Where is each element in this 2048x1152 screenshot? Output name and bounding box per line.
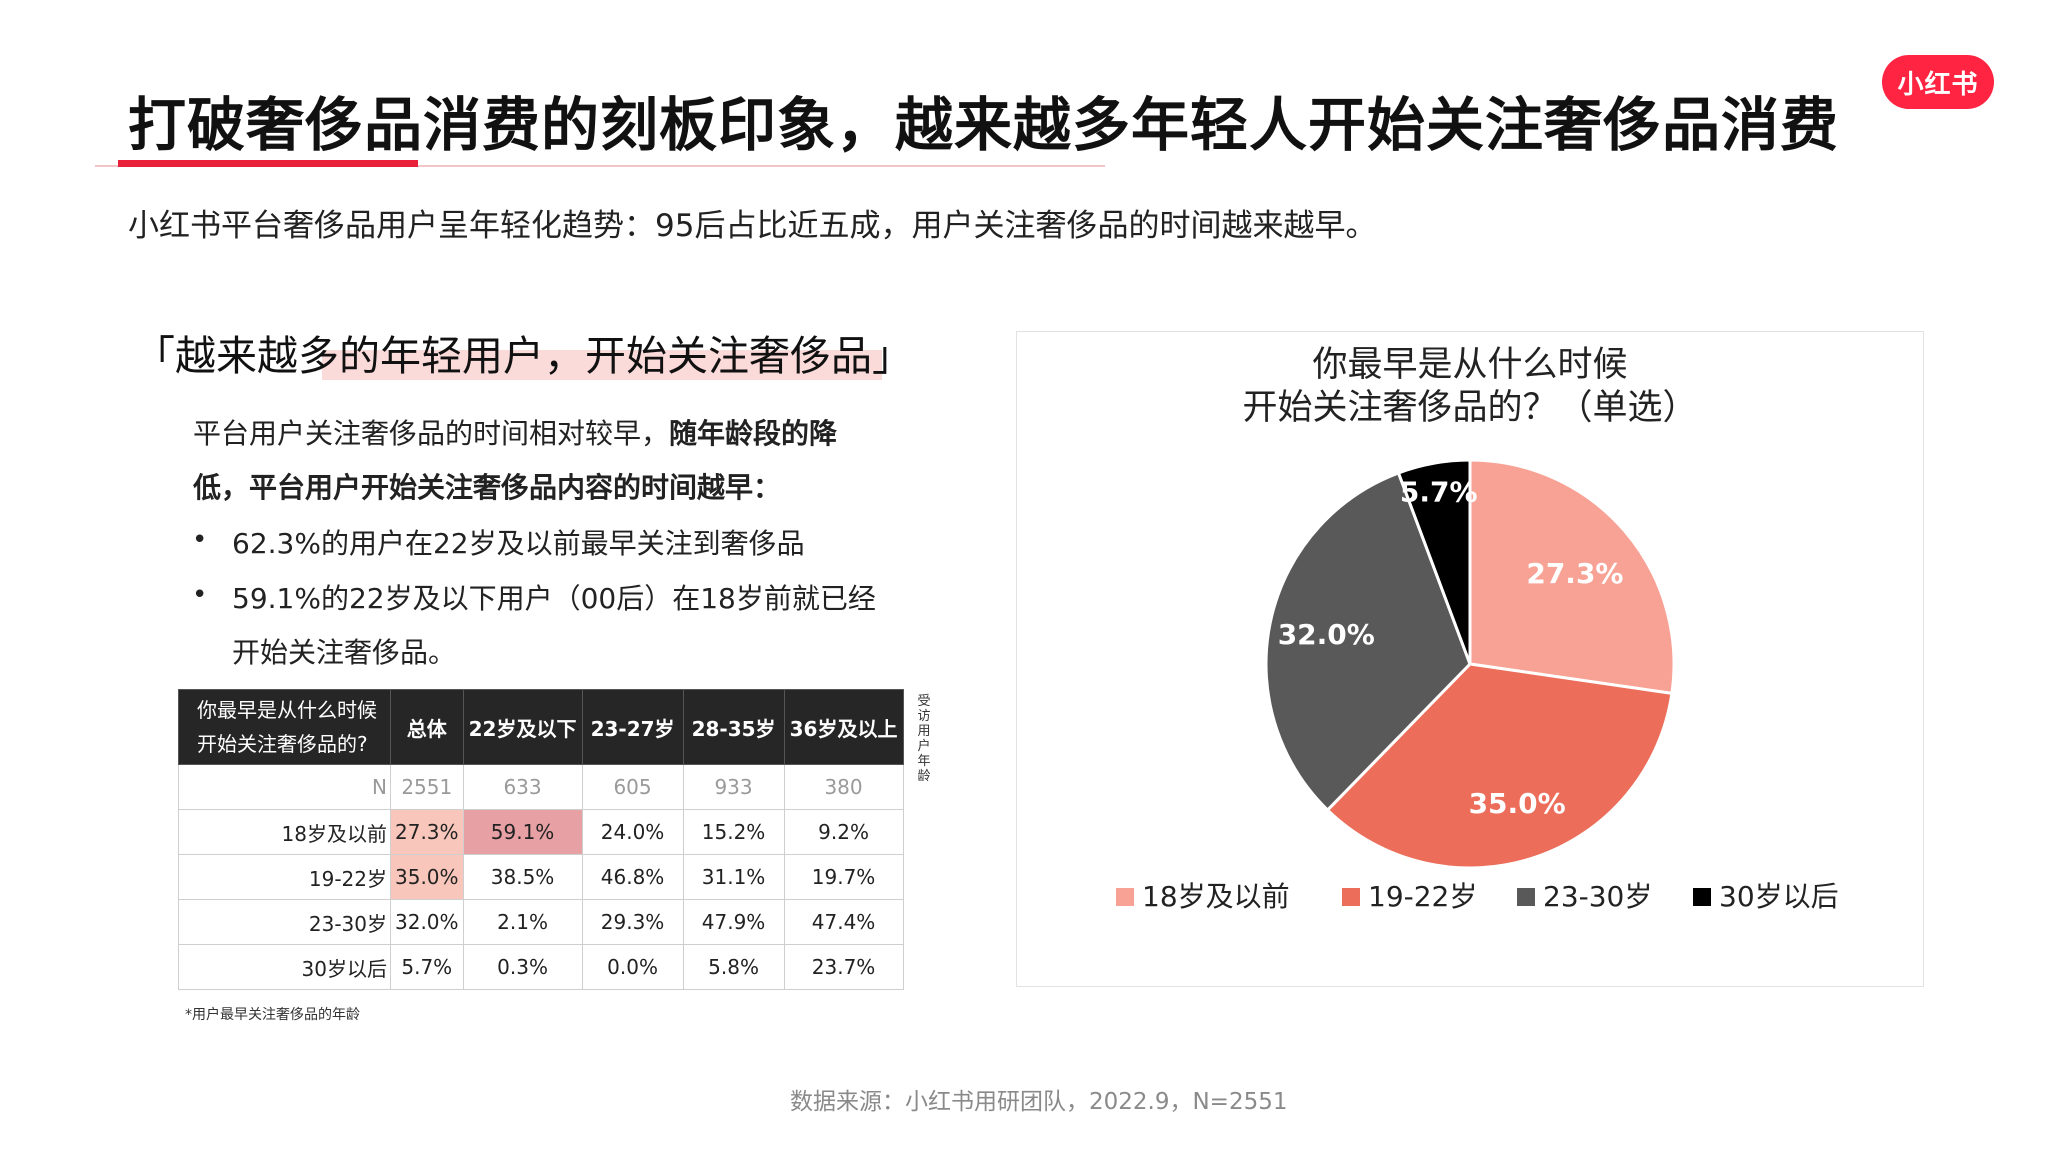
table-row: 19-22岁 35.0% 38.5% 46.8% 31.1% 19.7% <box>178 854 904 900</box>
legend-swatch-3 <box>1517 888 1535 906</box>
table-cell: 2551 <box>390 764 464 810</box>
column-header: 28-35岁 <box>682 689 785 765</box>
bullet-item-2-continued: 开始关注奢侈品。 <box>232 636 457 669</box>
legend-label-2: 19-22岁 <box>1368 880 1477 913</box>
pie-data-label-4: 5.7% <box>1400 475 1478 508</box>
table-cell: 15.2% <box>682 809 785 855</box>
table-cell: 24.0% <box>581 809 684 855</box>
pie-slice-4 <box>1396 458 1472 665</box>
table-question-header: 你最早是从什么时候 开始关注奢侈品的? <box>178 689 391 765</box>
table-cell: 380 <box>783 764 904 810</box>
sample-size-row: N 2551 633 605 933 380 <box>178 764 904 810</box>
table-cell: 29.3% <box>581 899 684 945</box>
column-header: 总体 <box>390 689 464 765</box>
table-footnote: *用户最早关注奢侈品的年龄 <box>185 1007 360 1023</box>
row-label: 18岁及以前 <box>178 809 391 855</box>
table-cell: 31.1% <box>682 854 785 900</box>
table-cell: 23.7% <box>783 944 904 990</box>
table-cell: 38.5% <box>462 854 583 900</box>
table-cell: 605 <box>581 764 684 810</box>
quote-highlight <box>322 350 882 380</box>
pie-slice-3 <box>1264 471 1472 813</box>
table-cell: 0.0% <box>581 944 684 990</box>
question-line-2: 开始关注奢侈品的? <box>197 732 368 756</box>
legend-swatch-4 <box>1693 888 1711 906</box>
question-line-1: 你最早是从什么时候 <box>197 698 377 722</box>
table-cell: 9.2% <box>783 809 904 855</box>
bullet-icon: • <box>192 525 208 555</box>
column-header: 36岁及以上 <box>783 689 904 765</box>
table-cell: 46.8% <box>581 854 684 900</box>
row-label: 30岁以后 <box>178 944 391 990</box>
pie-data-label-1: 27.3% <box>1526 557 1623 590</box>
legend-swatch-1 <box>1116 888 1134 906</box>
pie-slice-1 <box>1468 458 1676 696</box>
table-cell: 633 <box>462 764 583 810</box>
pie-slice-2 <box>1325 662 1674 870</box>
table-cell: 27.3% <box>390 809 464 855</box>
table-header-row: 你最早是从什么时候 开始关注奢侈品的? 总体 22岁及以下 23-27岁 28-… <box>178 689 904 765</box>
pie-data-label-2: 35.0% <box>1469 787 1566 820</box>
legend-label-1: 18岁及以前 <box>1142 880 1290 913</box>
table-cell: 32.0% <box>390 899 464 945</box>
chart-frame <box>1016 331 1924 987</box>
legend-label-4: 30岁以后 <box>1719 880 1839 913</box>
pie-chart: 你最早是从什么时候 开始关注奢侈品的？（单选） 27.3% 35.0% 32.0% 5… <box>1116 345 1839 913</box>
pie-data-label-3: 32.0% <box>1278 618 1375 651</box>
table-cell: 5.8% <box>682 944 785 990</box>
pie-labels: 27.3% 35.0% 32.0% 5.7% <box>1278 475 1624 820</box>
legend-label-3: 23-30岁 <box>1543 880 1652 913</box>
paragraph-normal-text: 平台用户关注奢侈品的时间相对较早， <box>193 417 670 450</box>
table-cell: 2.1% <box>462 899 583 945</box>
section-quote: 「越来越多的年轻用户，开始关注奢侈品」 <box>134 332 913 380</box>
chart-legend: 18岁及以前 19-22岁 23-30岁 30岁以后 <box>1116 880 1839 913</box>
paragraph-bold-text-2: 低，平台用户开始关注奢侈品内容的时间越早： <box>193 471 782 504</box>
table-cell: 0.3% <box>462 944 583 990</box>
table-cell: 47.9% <box>682 899 785 945</box>
data-table: 你最早是从什么时候 开始关注奢侈品的? 总体 22岁及以下 23-27岁 28-… <box>178 689 904 990</box>
title-accent-bar <box>118 160 418 167</box>
table-cell: 59.1% <box>462 809 583 855</box>
table-cell: 5.7% <box>390 944 464 990</box>
chart-title-line-1: 你最早是从什么时候 <box>1312 345 1627 385</box>
table-cell: 35.0% <box>390 854 464 900</box>
title-divider <box>95 165 1105 167</box>
data-source-note: 数据来源：小红书用研团队，2022.9，N=2551 <box>790 1089 1288 1115</box>
row-label: 19-22岁 <box>178 854 391 900</box>
table-row: 30岁以后 5.7% 0.3% 0.0% 5.8% 23.7% <box>178 944 904 990</box>
bullet-item-2: 59.1%的22岁及以下用户（00后）在18岁前就已经 <box>232 582 876 615</box>
bullet-item-1: 62.3%的用户在22岁及以前最早关注到奢侈品 <box>232 527 805 560</box>
pie-slices <box>1264 458 1676 870</box>
table-row: 23-30岁 32.0% 2.1% 29.3% 47.9% 47.4% <box>178 899 904 945</box>
column-header: 22岁及以下 <box>462 689 583 765</box>
paragraph-line-1: 平台用户关注奢侈品的时间相对较早，随年龄段的降 <box>193 412 837 452</box>
sample-size-label: N <box>178 764 391 810</box>
row-label: 23-30岁 <box>178 899 391 945</box>
chart-title-line-2: 开始关注奢侈品的？（单选） <box>1242 388 1697 428</box>
table-row: 18岁及以前 27.3% 59.1% 24.0% 15.2% 9.2% <box>178 809 904 855</box>
page-title: 打破奢侈品消费的刻板印象，越来越多年轻人开始关注奢侈品消费 <box>128 91 1840 159</box>
xiaohongshu-logo: 小红书 <box>1882 55 1994 109</box>
table-side-note: 受访用户年龄 <box>917 694 931 784</box>
paragraph-line-2: 低，平台用户开始关注奢侈品内容的时间越早： <box>193 466 781 506</box>
page-subtitle: 小红书平台奢侈品用户呈年轻化趋势：95后占比近五成，用户关注奢侈品的时间越来越早… <box>128 208 1377 244</box>
bullet-icon: • <box>192 580 208 610</box>
table-cell: 19.7% <box>783 854 904 900</box>
paragraph-bold-text: 随年龄段的降 <box>669 417 838 450</box>
column-header: 23-27岁 <box>581 689 684 765</box>
table-cell: 47.4% <box>783 899 904 945</box>
legend-swatch-2 <box>1342 888 1360 906</box>
table-cell: 933 <box>682 764 785 810</box>
